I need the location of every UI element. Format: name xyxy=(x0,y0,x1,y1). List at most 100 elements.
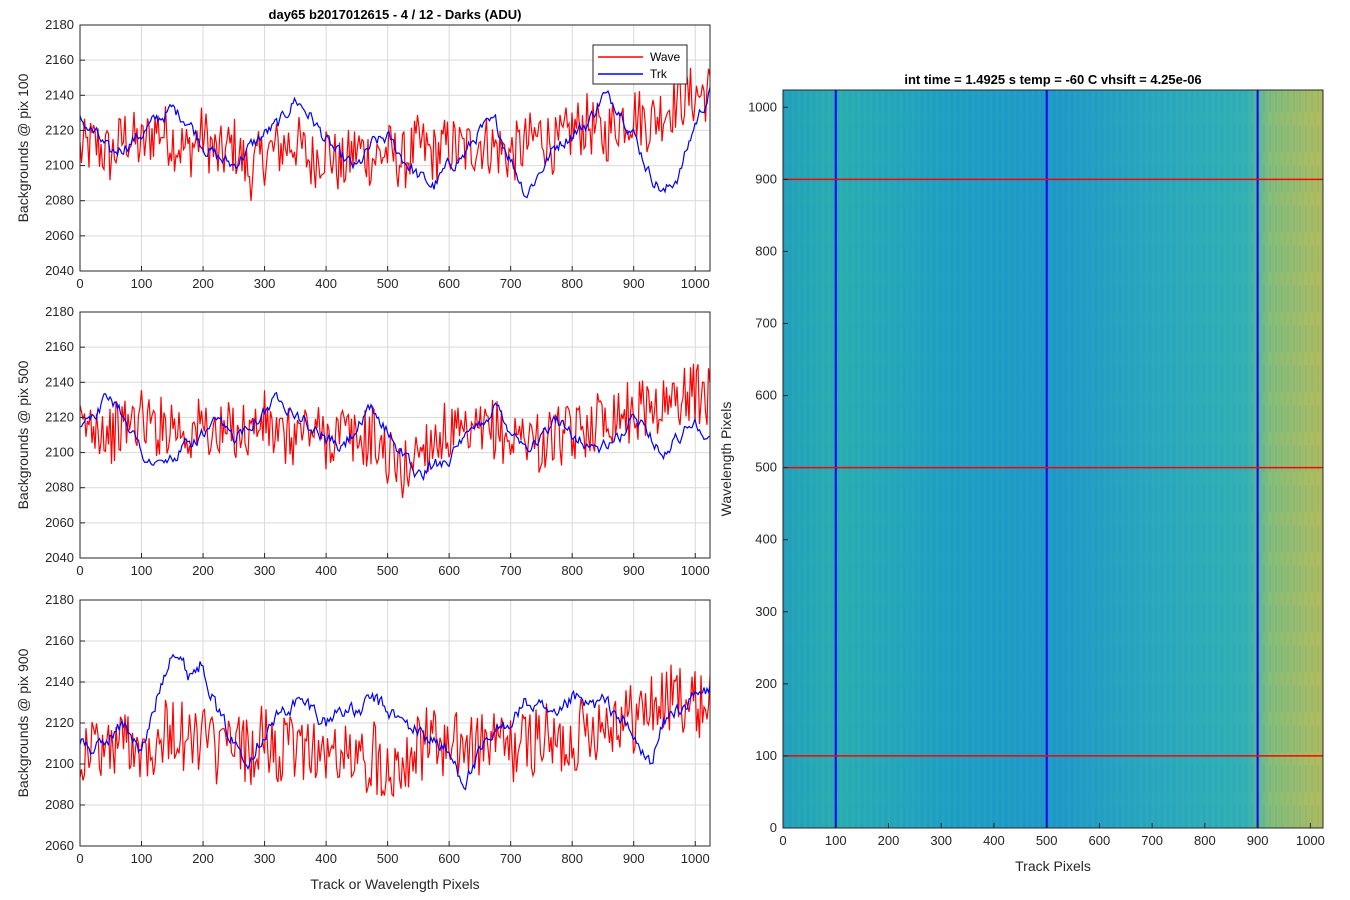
x-tick-label: 0 xyxy=(76,276,83,291)
x-tick-label: 0 xyxy=(779,833,786,848)
y-tick-label: 200 xyxy=(755,676,777,691)
y-tick-label: 2180 xyxy=(45,592,74,607)
y-tick-label: 2060 xyxy=(45,228,74,243)
x-tick-label: 1000 xyxy=(681,851,710,866)
y-tick-label: 2100 xyxy=(45,158,74,173)
y-tick-label: 2060 xyxy=(45,515,74,530)
series-trk-line xyxy=(79,391,711,482)
x-tick-label: 500 xyxy=(377,276,399,291)
series-lines xyxy=(79,363,711,498)
y-tick-label: 2080 xyxy=(45,797,74,812)
x-tick-label: 100 xyxy=(131,851,153,866)
x-tick-label: 800 xyxy=(561,851,583,866)
x-tick-label: 500 xyxy=(377,563,399,578)
x-tick-label: 800 xyxy=(561,276,583,291)
tick-labels: 0 100 200 300 400 500 600 700 800 900 1000 2060 2080… xyxy=(45,592,710,866)
x-tick-label: 600 xyxy=(438,276,460,291)
series-wave-line xyxy=(79,664,711,798)
series-trk-line xyxy=(79,653,711,791)
y-tick-label: 2140 xyxy=(45,374,74,389)
y-tick-label: 2060 xyxy=(45,838,74,853)
series-trk-line xyxy=(79,87,711,199)
x-tick-label: 900 xyxy=(623,851,645,866)
x-tick-label: 200 xyxy=(192,563,214,578)
subplot-pix-900: 0 100 200 300 400 500 600 700 800 900 1000 2060 2080… xyxy=(15,592,711,892)
tick-labels: 0 100 200 300 400 500 600 700 800 900 1000 2040 2060… xyxy=(45,17,710,291)
series-lines xyxy=(79,653,711,798)
x-tick-label: 400 xyxy=(315,563,337,578)
x-axis-label: Track or Wavelength Pixels xyxy=(310,876,479,892)
legend-wave-label: Wave xyxy=(650,50,681,64)
y-tick-label: 2120 xyxy=(45,409,74,424)
x-tick-label: 1000 xyxy=(1296,833,1325,848)
grid-lines xyxy=(79,599,710,847)
x-tick-label: 700 xyxy=(1141,833,1163,848)
heatmap-title: int time = 1.4925 s temp = -60 C vhsift … xyxy=(904,72,1201,87)
y-tick-label: 600 xyxy=(755,388,777,403)
x-tick-label: 900 xyxy=(623,276,645,291)
x-tick-label: 100 xyxy=(825,833,847,848)
series-wave-line xyxy=(79,67,711,201)
x-tick-label: 0 xyxy=(76,563,83,578)
x-tick-label: 300 xyxy=(254,563,276,578)
y-tick-label: 2180 xyxy=(45,17,74,32)
y-axis-label: Wavelength Pixels xyxy=(718,402,734,517)
y-tick-label: 2120 xyxy=(45,122,74,137)
x-tick-label: 800 xyxy=(1194,833,1216,848)
x-tick-label: 200 xyxy=(878,833,900,848)
y-tick-label: 2040 xyxy=(45,263,74,278)
legend-trk-label: Trk xyxy=(650,67,668,81)
y-tick-label: 2040 xyxy=(45,550,74,565)
x-tick-label: 400 xyxy=(315,851,337,866)
y-tick-label: 2080 xyxy=(45,480,74,495)
y-tick-label: 100 xyxy=(755,748,777,763)
x-tick-label: 1000 xyxy=(681,276,710,291)
x-axis-label: Track Pixels xyxy=(1015,858,1091,874)
x-tick-label: 900 xyxy=(1247,833,1269,848)
x-tick-label: 700 xyxy=(500,851,522,866)
x-tick-label: 500 xyxy=(377,851,399,866)
x-tick-label: 300 xyxy=(254,276,276,291)
x-tick-label: 600 xyxy=(438,563,460,578)
tick-labels: 0 100 200 300 400 500 600 700 800 900 1000 0 100 200 3… xyxy=(748,99,1325,848)
heatmap-plot: 0 100 200 300 400 500 600 700 800 900 1000 0 100 200 3… xyxy=(718,72,1325,874)
y-tick-label: 900 xyxy=(755,171,777,186)
y-tick-label: 2100 xyxy=(45,445,74,460)
y-tick-label: 2100 xyxy=(45,756,74,771)
x-tick-label: 700 xyxy=(500,563,522,578)
y-tick-label: 0 xyxy=(770,820,777,835)
y-tick-label: 2160 xyxy=(45,633,74,648)
x-tick-label: 400 xyxy=(315,276,337,291)
series-lines xyxy=(79,67,711,201)
y-axis-label: Backgrounds @ pix 100 xyxy=(15,73,31,222)
legend: Wave Trk xyxy=(592,44,688,85)
x-tick-label: 500 xyxy=(1036,833,1058,848)
x-tick-label: 200 xyxy=(192,851,214,866)
x-tick-label: 900 xyxy=(623,563,645,578)
y-tick-label: 300 xyxy=(755,604,777,619)
y-tick-label: 400 xyxy=(755,532,777,547)
x-tick-label: 400 xyxy=(983,833,1005,848)
y-tick-label: 800 xyxy=(755,243,777,258)
y-tick-label: 2080 xyxy=(45,193,74,208)
marker-lines xyxy=(783,90,1323,828)
y-tick-label: 2120 xyxy=(45,715,74,730)
y-tick-label: 500 xyxy=(755,460,777,475)
y-tick-label: 2160 xyxy=(45,52,74,67)
axes-frame xyxy=(79,24,711,272)
x-tick-label: 300 xyxy=(254,851,276,866)
y-tick-label: 700 xyxy=(755,316,777,331)
subplot-pix-100: 0 100 200 300 400 500 600 700 800 900 1000 2040 2060… xyxy=(15,7,711,291)
subplot-pix-500: 0 100 200 300 400 500 600 700 800 900 1000 2040 2060… xyxy=(15,304,711,578)
y-axis-label: Backgrounds @ pix 500 xyxy=(15,360,31,509)
x-tick-label: 700 xyxy=(500,276,522,291)
y-axis-label: Backgrounds @ pix 900 xyxy=(15,648,31,797)
x-tick-label: 100 xyxy=(131,563,153,578)
x-tick-label: 100 xyxy=(131,276,153,291)
tick-labels: 0 100 200 300 400 500 600 700 800 900 1000 2040 2060… xyxy=(45,304,710,578)
x-tick-label: 1000 xyxy=(681,563,710,578)
legend-box xyxy=(592,44,688,85)
y-tick-label: 1000 xyxy=(748,99,777,114)
x-tick-label: 0 xyxy=(76,851,83,866)
chart-title: day65 b2017012615 - 4 / 12 - Darks (ADU) xyxy=(269,7,522,22)
